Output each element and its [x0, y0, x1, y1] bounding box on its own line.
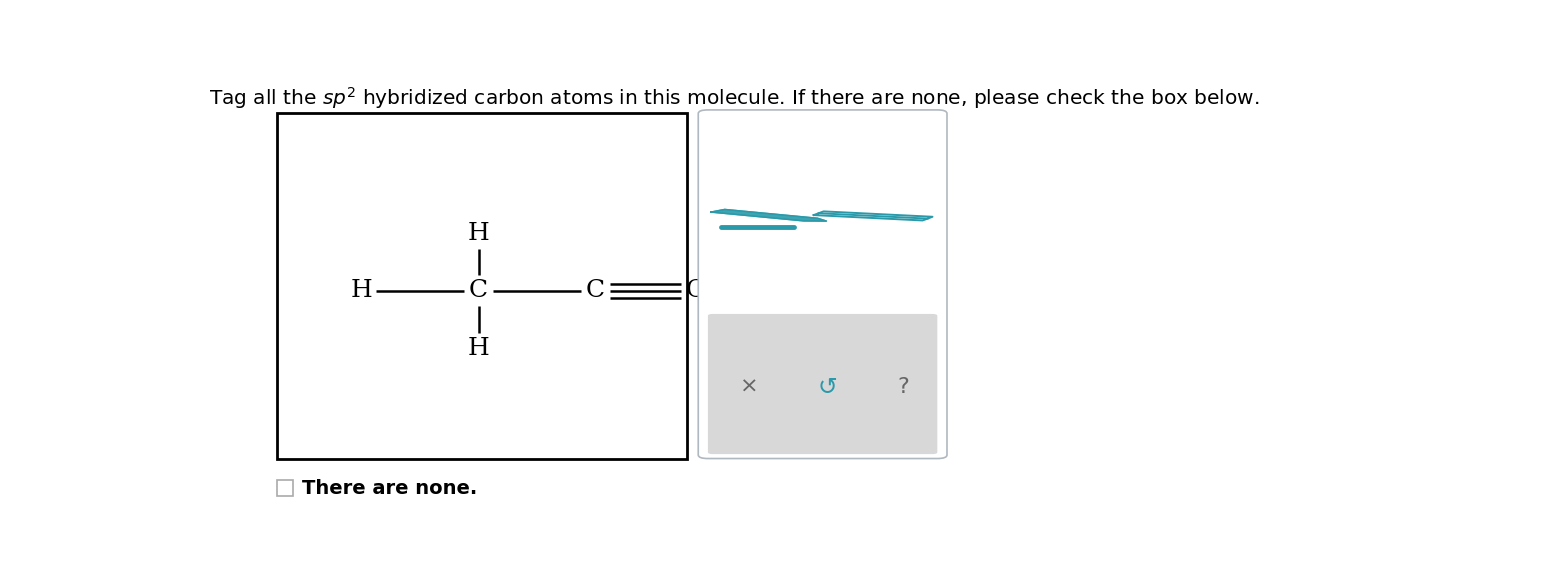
Bar: [277, 480, 293, 496]
Text: ?: ?: [897, 377, 908, 397]
Text: H: H: [801, 279, 823, 302]
Text: H: H: [351, 279, 372, 302]
Bar: [277, 113, 687, 460]
Polygon shape: [813, 211, 933, 221]
Text: C: C: [586, 279, 605, 302]
Text: H: H: [467, 222, 489, 245]
Text: C: C: [686, 279, 704, 302]
Text: H: H: [467, 337, 489, 360]
Text: ↺: ↺: [818, 374, 837, 399]
FancyBboxPatch shape: [698, 110, 947, 458]
Polygon shape: [710, 210, 827, 221]
FancyBboxPatch shape: [707, 314, 938, 454]
Text: There are none.: There are none.: [302, 479, 477, 498]
Text: Tag all the $\mathit{sp}^2$ hybridized carbon atoms in this molecule. If there a: Tag all the $\mathit{sp}^2$ hybridized c…: [209, 85, 1259, 111]
Text: ×: ×: [740, 377, 759, 397]
Text: C: C: [469, 279, 488, 302]
